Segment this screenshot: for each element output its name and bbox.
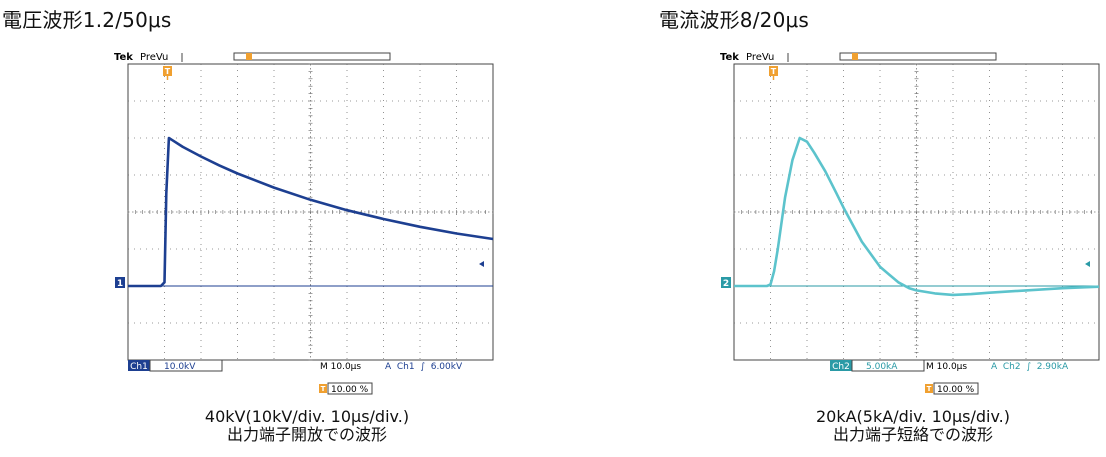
caption-line-2: 出力端子開放での波形 (226, 425, 387, 444)
caption-line-1: 40kV(10kV/div. 10μs/div.) (204, 407, 410, 426)
channel-label-box (128, 360, 150, 371)
record-position-bar (839, 52, 997, 61)
channel-label: Ch2 (832, 362, 850, 372)
channel-ground-marker: 1 (115, 277, 125, 289)
channel-label: Ch1 (130, 362, 148, 372)
svg-text:10.00 %: 10.00 % (937, 385, 975, 395)
brand-label: Tek (114, 52, 133, 63)
svg-text:T: T (321, 385, 326, 393)
record-position-bar (233, 52, 391, 61)
svg-text:T: T (927, 385, 932, 393)
voltage-caption: 40kV(10kV/div. 10μs/div.) 出力端子開放での波形 (112, 408, 502, 444)
current-oscilloscope: Tek PreVu T 2 Ch2 5.00kA M 10.0μs A Ch2 … (720, 52, 1100, 395)
channel-label-box (830, 360, 852, 371)
timebase-readout: M 10.0μs (926, 362, 967, 372)
scope-readout-bar: Ch1 10.0kV M 10.0μs A Ch1 ∫ 6.00kV (128, 359, 463, 372)
caption-line-2: 出力端子短絡での波形 (832, 425, 993, 444)
timebase-readout: M 10.0μs (320, 362, 361, 372)
mode-label: PreVu (140, 52, 168, 63)
trigger-position-readout: T 10.00 % (925, 382, 979, 395)
brand-label: Tek (720, 52, 739, 63)
trigger-level-arrow (479, 261, 484, 267)
waveform-trace (128, 136, 494, 288)
svg-text:10.00 %: 10.00 % (331, 385, 369, 395)
channel-ground-marker: 2 (721, 277, 731, 289)
trigger-readout: A Ch1 ∫ 6.00kV (385, 362, 463, 372)
trigger-position-readout: T 10.00 % (319, 382, 373, 395)
voltage-waveform-title: 電圧波形1.2/50μs (2, 8, 172, 32)
mode-label: PreVu (746, 52, 774, 63)
waveform-line (128, 136, 494, 288)
svg-text:2: 2 (723, 279, 729, 289)
current-caption: 20kA(5kA/div. 10μs/div.) 出力端子短絡での波形 (718, 408, 1106, 444)
channel-scale: 5.00kA (866, 362, 898, 372)
voltage-oscilloscope: Tek PreVu T 1 Ch1 10.0kV M 10.0μs A Ch1 … (114, 52, 494, 395)
trigger-position-marker: T (163, 66, 172, 80)
trigger-position-marker: T (769, 66, 778, 80)
current-waveform-title: 電流波形8/20μs (659, 8, 810, 32)
svg-text:T: T (771, 67, 777, 76)
waveform-line (734, 136, 1100, 297)
trigger-level-arrow (1085, 261, 1090, 267)
waveform-trace (734, 136, 1100, 297)
channel-scale: 10.0kV (164, 362, 196, 372)
svg-text:1: 1 (117, 279, 123, 289)
caption-line-1: 20kA(5kA/div. 10μs/div.) (815, 407, 1010, 426)
scope-readout-bar: Ch2 5.00kA M 10.0μs A Ch2 ∫ 2.90kA (830, 359, 1069, 372)
trigger-readout: A Ch2 ∫ 2.90kA (991, 362, 1069, 372)
svg-text:T: T (165, 67, 171, 76)
